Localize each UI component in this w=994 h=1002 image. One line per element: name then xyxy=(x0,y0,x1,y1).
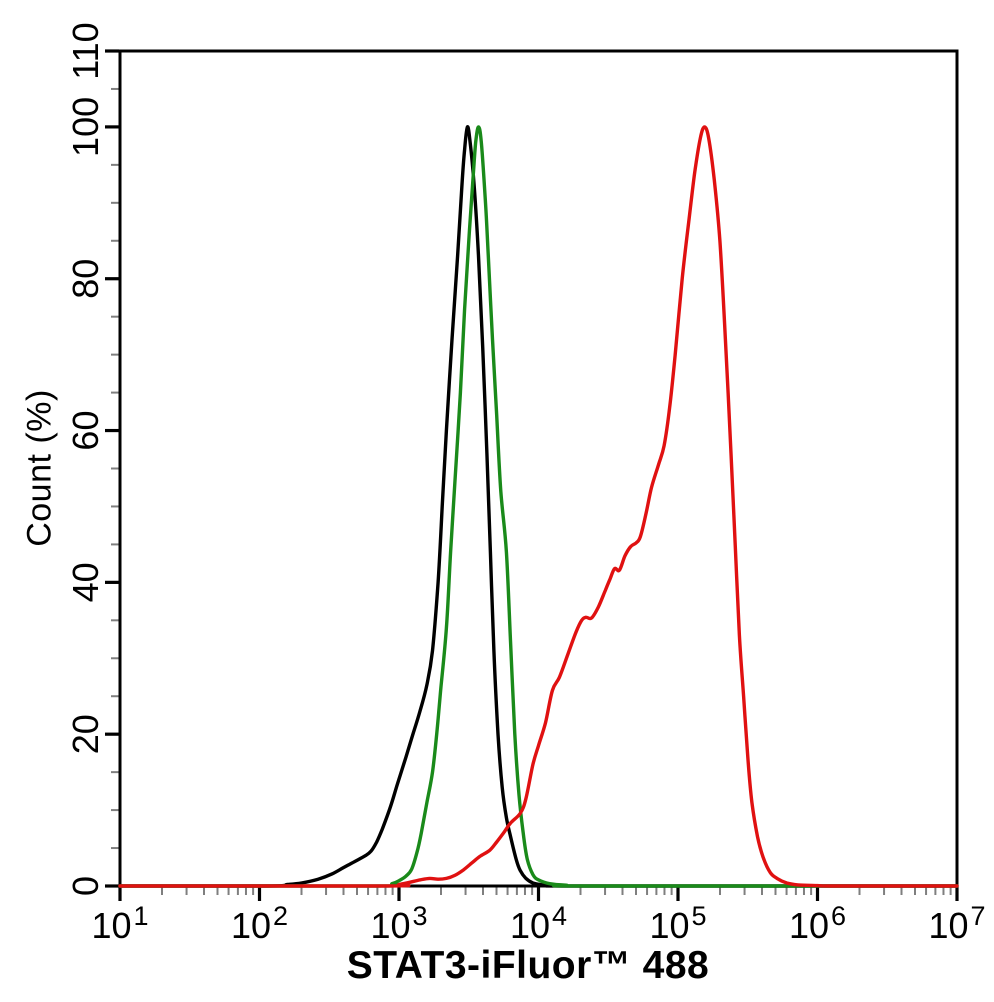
x-tick-label: 105 xyxy=(649,901,706,946)
x-tick-label: 101 xyxy=(91,901,148,946)
black-curve xyxy=(118,125,959,888)
x-tick-label: 102 xyxy=(231,901,288,946)
x-tick-label: 104 xyxy=(510,901,567,946)
red-curve xyxy=(118,125,959,888)
x-tick-label: 106 xyxy=(789,901,846,946)
x-tick-label: 103 xyxy=(370,901,427,946)
y-tick-label: 60 xyxy=(65,411,106,451)
plot-border xyxy=(118,49,959,888)
y-tick-label: 100 xyxy=(65,97,106,157)
y-tick-label: 20 xyxy=(65,714,106,754)
x-tick-label: 107 xyxy=(928,901,985,946)
y-tick-label: 0 xyxy=(65,876,106,896)
x-axis-title: STAT3-iFluor™ 488 xyxy=(346,944,710,987)
y-tick-label: 110 xyxy=(65,22,106,79)
y-tick-label: 80 xyxy=(65,259,106,299)
green-curve xyxy=(118,125,959,888)
y-tick-label: 40 xyxy=(65,562,106,602)
y-axis-label: Count (%) xyxy=(20,389,59,547)
axis-ticks: 0 20 40 60 80 100 110 101 102 103 104 105 106 107 xyxy=(65,22,986,946)
